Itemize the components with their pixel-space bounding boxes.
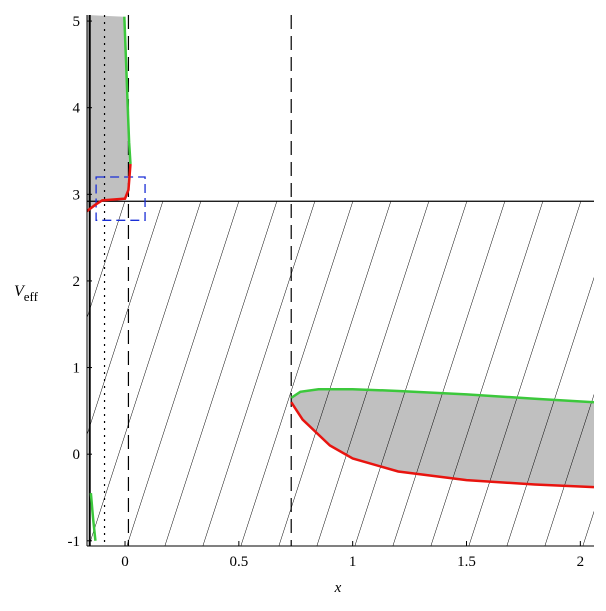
- y-tick-label: -1: [68, 534, 81, 550]
- x-axis-label: x: [334, 580, 342, 596]
- curve: [89, 493, 97, 541]
- zoom-box: [95, 176, 146, 221]
- y-axis-label: Veff: [14, 283, 39, 304]
- hatched-region: [87, 201, 594, 546]
- curve: [87, 163, 132, 213]
- y-label-main: V: [14, 283, 26, 300]
- y-tick-label: 1: [73, 361, 81, 377]
- y-tick-label: 0: [73, 447, 81, 463]
- y-tick-label: 3: [73, 187, 81, 203]
- curve: [290, 387, 594, 404]
- y-tick-label: 5: [73, 14, 81, 30]
- x-tick-label: 2: [577, 554, 585, 570]
- y-tick-label: 2: [73, 274, 81, 290]
- x-tick-label: 0: [121, 554, 129, 570]
- x-tick-label: 0.5: [229, 554, 248, 570]
- plot-area: [87, 15, 594, 546]
- axes: 0 0.5 1 1.5 2 -1 0 1 2 3 4 5: [68, 14, 594, 570]
- shaded-region: [87, 15, 131, 212]
- y-label-sub: eff: [24, 289, 39, 304]
- y-tick-label: 4: [73, 101, 81, 117]
- x-tick-label: 1.5: [457, 554, 476, 570]
- x-tick-label: 1: [349, 554, 357, 570]
- curve: [290, 401, 594, 489]
- curve: [123, 16, 132, 165]
